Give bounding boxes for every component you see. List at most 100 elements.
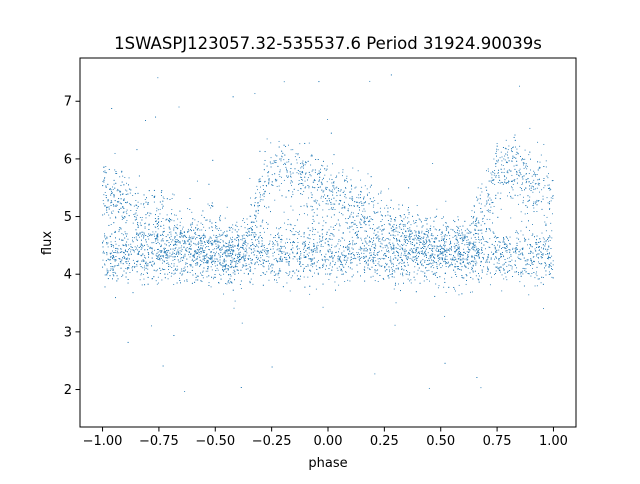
data-point	[379, 207, 381, 209]
data-point	[125, 202, 127, 204]
data-point	[234, 260, 236, 262]
data-point	[319, 235, 321, 237]
data-point	[454, 232, 456, 234]
data-point	[217, 269, 219, 271]
data-point	[279, 176, 281, 177]
data-point	[521, 270, 523, 272]
data-point	[219, 273, 221, 275]
data-point	[203, 251, 205, 253]
data-point	[136, 233, 138, 235]
data-point	[210, 207, 212, 209]
data-point	[112, 274, 114, 276]
data-point	[405, 254, 407, 256]
data-point	[201, 248, 203, 249]
data-point	[263, 189, 264, 190]
data-point	[169, 252, 171, 254]
data-point	[367, 260, 369, 262]
data-point	[379, 241, 381, 242]
data-point	[228, 245, 230, 247]
data-point	[349, 259, 351, 261]
data-point	[160, 269, 162, 271]
data-point	[487, 168, 489, 170]
data-point	[230, 239, 232, 241]
data-point	[508, 145, 510, 147]
data-point	[116, 173, 118, 174]
data-point	[467, 239, 469, 241]
data-point	[537, 179, 539, 181]
data-point	[234, 300, 236, 302]
data-point	[449, 243, 451, 245]
data-point	[222, 266, 224, 268]
data-point	[310, 259, 312, 261]
data-point	[190, 240, 192, 242]
data-point	[246, 252, 248, 254]
data-point	[154, 195, 156, 197]
data-point	[303, 190, 305, 192]
data-point	[147, 203, 149, 205]
data-point	[480, 252, 482, 254]
data-point	[475, 241, 477, 243]
data-point	[446, 262, 448, 263]
data-point	[403, 265, 405, 266]
data-point	[355, 186, 357, 188]
data-point	[469, 231, 471, 232]
data-point	[445, 292, 447, 293]
data-point	[523, 196, 524, 198]
data-point	[222, 254, 223, 255]
data-point	[145, 257, 147, 259]
data-point	[303, 256, 305, 258]
data-point	[257, 212, 259, 214]
data-point	[478, 202, 480, 204]
data-point	[312, 206, 313, 208]
data-point	[154, 249, 156, 251]
data-point	[103, 181, 105, 183]
data-point	[232, 228, 234, 230]
data-point	[113, 258, 115, 260]
data-point	[254, 93, 256, 95]
data-point	[423, 243, 425, 245]
data-point	[405, 239, 407, 241]
data-point	[398, 208, 400, 210]
data-point	[168, 226, 170, 228]
data-point	[290, 176, 292, 178]
data-point	[128, 264, 130, 266]
data-point	[388, 223, 390, 225]
data-point	[299, 260, 301, 262]
data-point	[394, 238, 395, 240]
data-point	[456, 276, 458, 277]
data-point	[183, 240, 185, 242]
data-point	[351, 225, 353, 227]
data-point	[314, 187, 316, 189]
data-point	[310, 192, 312, 194]
data-point	[252, 232, 254, 234]
data-point	[136, 265, 138, 267]
data-point	[336, 223, 338, 225]
data-point	[143, 233, 145, 235]
data-point	[467, 267, 469, 269]
data-point	[487, 242, 489, 243]
data-point	[378, 264, 380, 266]
data-point	[179, 242, 181, 244]
data-point	[529, 127, 531, 129]
data-point	[456, 236, 458, 238]
data-point	[513, 251, 514, 253]
data-point	[378, 250, 380, 252]
data-point	[245, 265, 247, 267]
data-point	[317, 272, 319, 274]
data-point	[121, 276, 123, 277]
data-point	[361, 227, 363, 228]
data-point	[307, 276, 309, 278]
data-point	[241, 235, 243, 237]
data-point	[185, 262, 187, 264]
data-point	[451, 264, 453, 266]
data-point	[316, 242, 318, 244]
data-point	[352, 252, 354, 254]
data-point	[214, 253, 216, 255]
data-point	[146, 265, 147, 267]
data-point	[137, 234, 139, 236]
data-point	[112, 189, 114, 191]
data-point	[253, 236, 255, 238]
data-point	[136, 234, 138, 235]
data-point	[287, 224, 289, 226]
